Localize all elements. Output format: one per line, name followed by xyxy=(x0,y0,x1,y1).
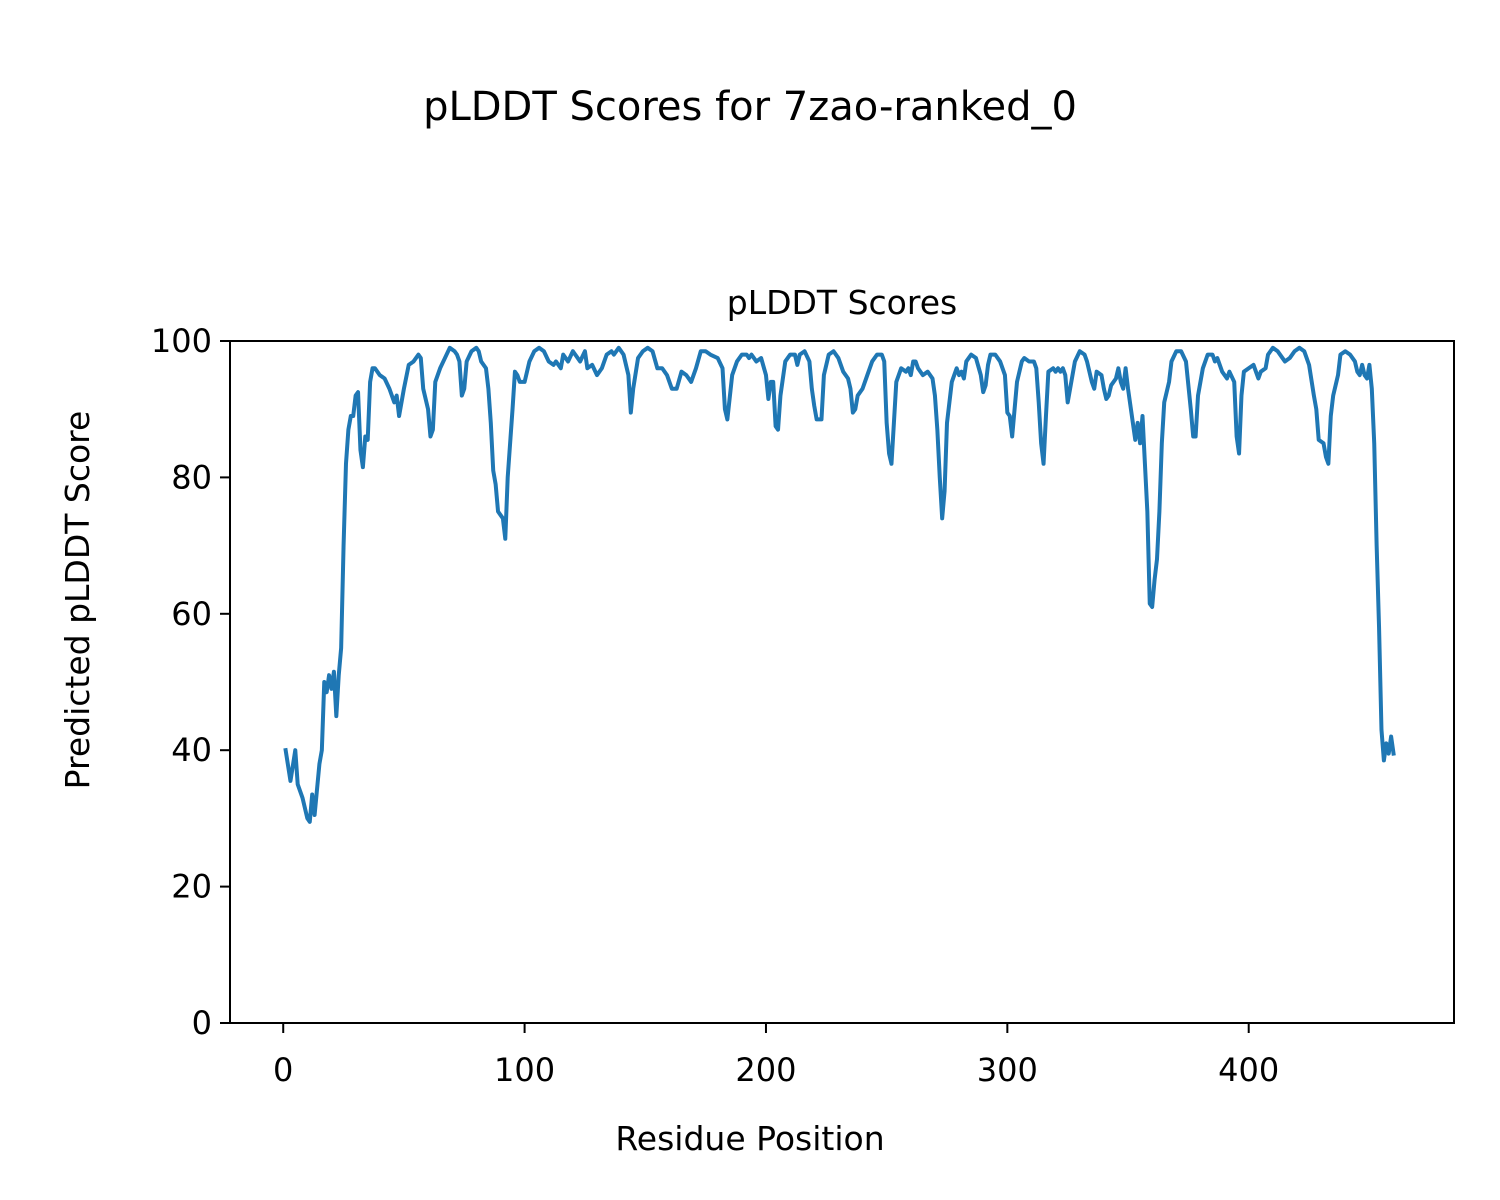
y-tick-label: 40 xyxy=(171,731,212,769)
data-line xyxy=(283,345,1396,824)
y-tick-label: 60 xyxy=(171,595,212,633)
axes-frame xyxy=(229,340,1455,1024)
x-tick-label: 200 xyxy=(735,1051,796,1089)
x-tick-label: 0 xyxy=(273,1051,293,1089)
x-axis-label: Residue Position xyxy=(615,1119,884,1158)
y-tick-label: 20 xyxy=(171,868,212,906)
y-axis-label: Predicted pLDDT Score xyxy=(58,411,97,790)
suptitle: pLDDT Scores for 7zao-ranked_0 xyxy=(423,84,1077,130)
axes-title: pLDDT Scores xyxy=(727,283,957,322)
x-tick-label: 100 xyxy=(494,1051,555,1089)
y-tick-label: 100 xyxy=(151,322,212,360)
y-tick-label: 80 xyxy=(171,458,212,496)
x-tick-label: 300 xyxy=(977,1051,1038,1089)
y-tick-label: 0 xyxy=(192,1004,212,1042)
x-tick-label: 400 xyxy=(1218,1051,1279,1089)
